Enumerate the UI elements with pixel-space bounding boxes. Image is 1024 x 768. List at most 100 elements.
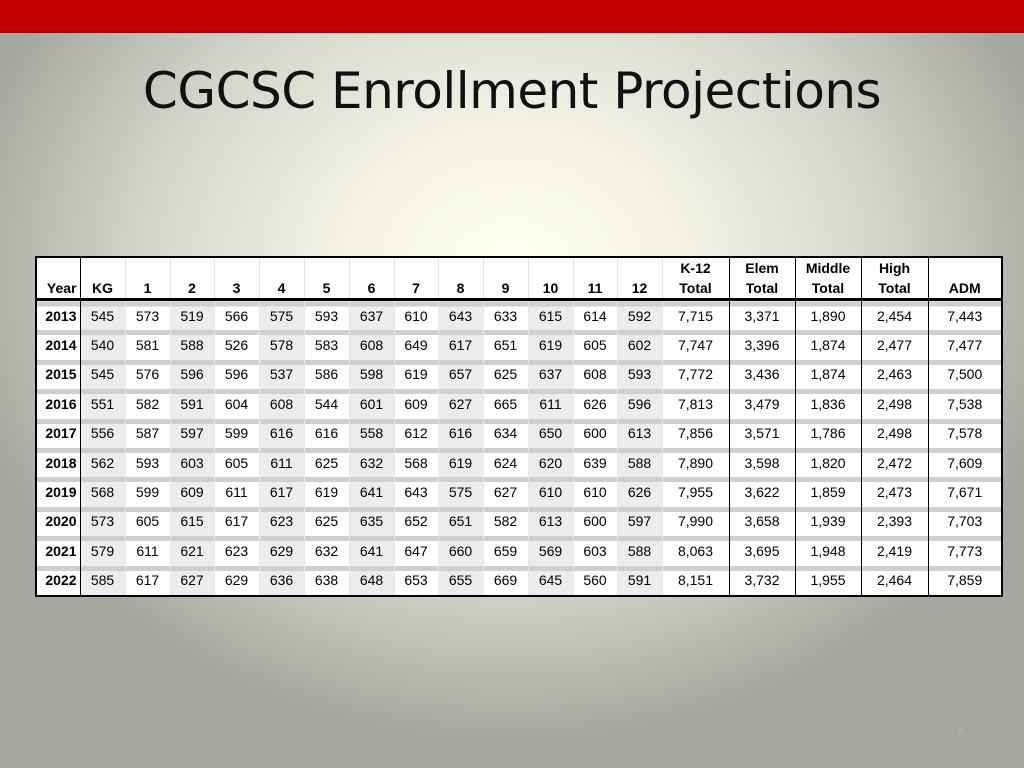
table-cell: 651 xyxy=(438,506,484,537)
table-cell: 519 xyxy=(170,299,215,331)
table-cell: 623 xyxy=(214,536,260,566)
table-body: 2013 545 573 519 566 575 593 637 610 643 633 615 614… xyxy=(36,299,1003,596)
table-cell: 617 xyxy=(259,477,305,507)
table-cell: 597 xyxy=(617,506,663,537)
table-cell: 578 xyxy=(259,330,305,360)
table-cell: 597 xyxy=(170,418,215,448)
column-header-top-0 xyxy=(36,257,81,278)
table-cell: 632 xyxy=(304,536,350,566)
table-cell: 3,479 xyxy=(729,389,796,419)
table-row: 2022 585 617 627 629 636 638 648 653 655 669 645 560… xyxy=(36,565,1003,596)
table-cell: 632 xyxy=(349,447,395,478)
table-cell: 647 xyxy=(394,536,439,566)
table-cell: 636 xyxy=(259,565,305,596)
table-cell: 1,874 xyxy=(795,330,862,360)
column-header-18: ADM xyxy=(928,278,1003,301)
table-cell: 585 xyxy=(80,565,126,596)
top-accent-bar xyxy=(0,0,1024,33)
table-cell: 648 xyxy=(349,565,395,596)
table-cell: 7,715 xyxy=(661,299,730,331)
table-cell: 613 xyxy=(528,506,574,537)
slide-title: CGCSC Enrollment Projections xyxy=(142,62,882,120)
column-header-11: 10 xyxy=(528,278,574,301)
table-cell: 1,836 xyxy=(795,389,862,419)
table-cell: 610 xyxy=(394,299,439,331)
table-cell: 650 xyxy=(528,418,574,448)
table-cell: 649 xyxy=(394,330,439,360)
column-header-17: Total xyxy=(861,278,929,301)
table-cell: 7,890 xyxy=(661,447,730,478)
table-cell: 545 xyxy=(80,299,126,331)
table-cell: 641 xyxy=(349,477,395,507)
column-header-4: 3 xyxy=(214,278,260,301)
table-cell: 608 xyxy=(259,389,305,419)
table-cell: 551 xyxy=(80,389,126,419)
table-row: 2018 562 593 603 605 611 625 632 568 619 624 620 639… xyxy=(36,447,1003,478)
table-cell: 1,859 xyxy=(795,477,862,507)
table-cell: 611 xyxy=(125,536,171,566)
table-cell: 609 xyxy=(394,389,439,419)
table-cell: 8,151 xyxy=(661,565,730,596)
table-cell: 637 xyxy=(349,299,395,331)
table-cell: 573 xyxy=(125,299,171,331)
table-cell: 569 xyxy=(528,536,574,566)
table-cell: 617 xyxy=(438,330,484,360)
table-cell: 575 xyxy=(438,477,484,507)
table-cell: 602 xyxy=(617,330,663,360)
year-cell: 2015 xyxy=(36,359,81,390)
table-cell: 657 xyxy=(438,359,484,390)
column-header-top-13 xyxy=(617,257,663,278)
table-cell: 624 xyxy=(483,447,529,478)
table-cell: 1,874 xyxy=(795,359,862,390)
table-cell: 629 xyxy=(259,536,305,566)
table-cell: 7,500 xyxy=(928,359,1003,390)
table-cell: 599 xyxy=(214,418,260,448)
column-header-3: 2 xyxy=(170,278,215,301)
table-cell: 604 xyxy=(214,389,260,419)
table-cell: 591 xyxy=(617,565,663,596)
year-cell: 2019 xyxy=(36,477,81,507)
table-cell: 1,939 xyxy=(795,506,862,537)
table-cell: 7,747 xyxy=(661,330,730,360)
column-header-top-14: K-12 xyxy=(661,257,730,278)
table-cell: 596 xyxy=(617,389,663,419)
table-cell: 583 xyxy=(304,330,350,360)
table-cell: 562 xyxy=(80,447,126,478)
table-cell: 7,955 xyxy=(661,477,730,507)
table-cell: 1,890 xyxy=(795,299,862,331)
column-header-6: 5 xyxy=(304,278,350,301)
table-cell: 619 xyxy=(438,447,484,478)
table-cell: 627 xyxy=(170,565,215,596)
column-header-7: 6 xyxy=(349,278,395,301)
column-header-top-9 xyxy=(438,257,484,278)
table-cell: 582 xyxy=(483,506,529,537)
table-cell: 616 xyxy=(259,418,305,448)
table-cell: 625 xyxy=(304,447,350,478)
column-header-top-8 xyxy=(394,257,439,278)
table-cell: 579 xyxy=(80,536,126,566)
table-cell: 537 xyxy=(259,359,305,390)
table-cell: 615 xyxy=(170,506,215,537)
table-cell: 7,856 xyxy=(661,418,730,448)
table-cell: 652 xyxy=(394,506,439,537)
table-cell: 7,538 xyxy=(928,389,1003,419)
table-cell: 2,463 xyxy=(861,359,929,390)
table-cell: 2,477 xyxy=(861,330,929,360)
table-cell: 655 xyxy=(438,565,484,596)
table-cell: 611 xyxy=(528,389,574,419)
table-cell: 596 xyxy=(214,359,260,390)
table-cell: 2,473 xyxy=(861,477,929,507)
table-cell: 7,772 xyxy=(661,359,730,390)
table-cell: 608 xyxy=(349,330,395,360)
column-header-9: 8 xyxy=(438,278,484,301)
table-cell: 600 xyxy=(573,506,618,537)
table-cell: 540 xyxy=(80,330,126,360)
table-cell: 641 xyxy=(349,536,395,566)
table-cell: 568 xyxy=(80,477,126,507)
table-cell: 576 xyxy=(125,359,171,390)
table-cell: 7,578 xyxy=(928,418,1003,448)
table-cell: 601 xyxy=(349,389,395,419)
table-cell: 7,443 xyxy=(928,299,1003,331)
table-cell: 3,436 xyxy=(729,359,796,390)
table-cell: 633 xyxy=(483,299,529,331)
